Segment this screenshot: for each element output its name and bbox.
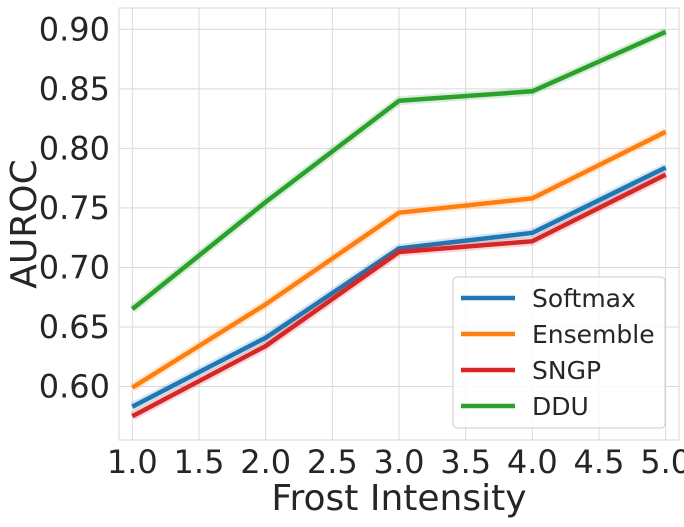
legend: Softmax Ensemble SNGP DDU (452, 276, 666, 429)
legend-label: SNGP (532, 356, 601, 385)
x-tick-label: 4.5 (574, 443, 625, 481)
legend-label: Softmax (532, 284, 636, 313)
x-tick-label: 2.0 (240, 443, 291, 481)
tick-labels: 1.0 1.5 2.0 2.5 3.0 3.5 4.0 4.5 5.0 0.60 0.65 0.70 0… (39, 10, 684, 481)
series-line-softmax (131, 165, 667, 409)
y-tick-label: 0.70 (39, 248, 110, 286)
series-lines (129, 27, 668, 421)
y-tick-label: 0.85 (39, 70, 110, 108)
series-line-sngp (131, 172, 667, 419)
legend-label: DDU (532, 392, 589, 421)
x-tick-label: 3.5 (440, 443, 491, 481)
y-axis-label: AUROC (4, 159, 45, 288)
x-tick-label: 1.5 (174, 443, 225, 481)
x-tick-label: 3.0 (374, 443, 425, 481)
y-tick-label: 0.60 (39, 367, 110, 405)
legend-box (452, 276, 666, 429)
legend-label: Ensemble (532, 320, 655, 349)
x-tick-label: 4.0 (507, 443, 558, 481)
series-line-ddu (130, 29, 667, 311)
x-tick-label: 2.5 (307, 443, 358, 481)
x-tick-label: 5.0 (640, 443, 684, 481)
y-tick-label: 0.80 (39, 129, 110, 167)
y-tick-label: 0.75 (39, 189, 110, 227)
y-tick-label: 0.90 (39, 10, 110, 48)
x-tick-label: 1.0 (107, 443, 158, 481)
series-line-ensemble (131, 129, 667, 390)
x-axis-label: Frost Intensity (271, 478, 526, 519)
y-tick-label: 0.65 (39, 308, 110, 346)
